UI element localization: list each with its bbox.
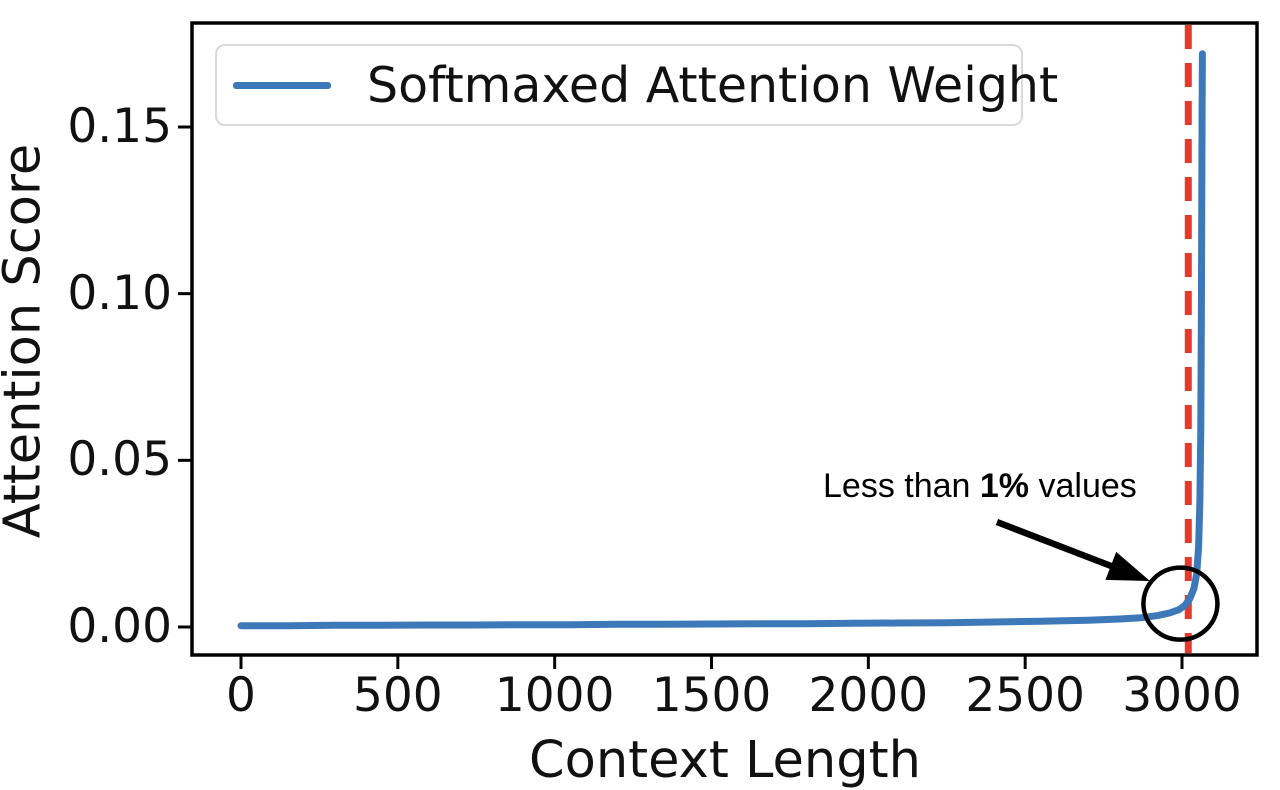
y-tick-label: 0.05 <box>67 432 172 488</box>
y-tick-label: 0.15 <box>67 99 172 154</box>
annotation-text-prefix: Less than <box>823 467 980 505</box>
x-tick-label: 3000 <box>1122 668 1242 723</box>
x-tick-label: 500 <box>352 668 443 723</box>
series-softmaxed-attention-weight <box>237 50 1206 630</box>
annotation-text-suffix: values <box>1029 467 1137 505</box>
x-tick-label: 2000 <box>808 668 929 723</box>
annotation-arrow-line <box>995 518 1120 572</box>
annotation-text-bold: 1% <box>979 467 1030 505</box>
legend-line-sample <box>233 81 331 89</box>
y-tick-label: 0.00 <box>67 599 172 654</box>
x-tick-label: 0 <box>226 668 256 723</box>
x-tick-label: 1500 <box>651 668 772 723</box>
y-tick-label: 0.10 <box>67 265 172 321</box>
x-tick-label: 2500 <box>965 668 1085 723</box>
annotation-text: Less than 1% values <box>823 465 1137 507</box>
x-axis-title: Context Length <box>529 731 921 790</box>
legend: Softmaxed Attention Weight <box>215 44 1058 126</box>
legend-label: Softmaxed Attention Weight <box>367 56 1059 114</box>
axes-border <box>190 21 1259 657</box>
annotation-circle <box>1141 565 1220 642</box>
x-tick-label: 1000 <box>494 668 615 723</box>
annotation-arrow-head <box>1105 551 1151 581</box>
